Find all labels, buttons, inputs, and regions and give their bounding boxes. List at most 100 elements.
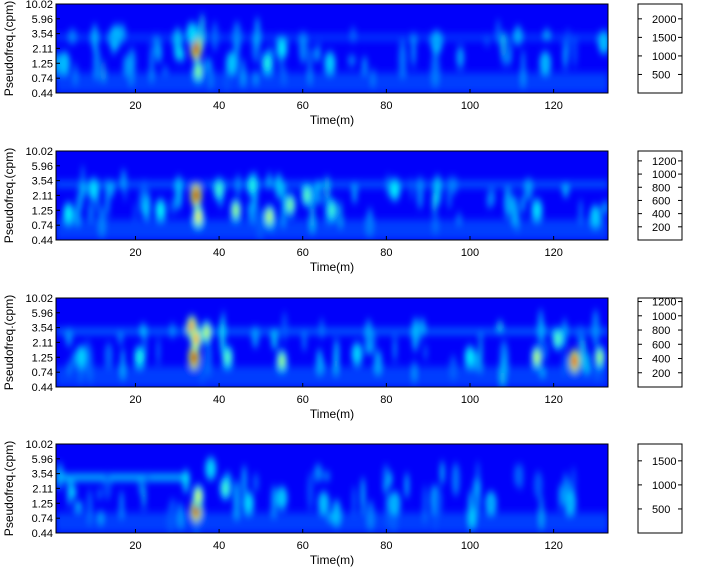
colorbar-tick-label: 2000	[652, 14, 676, 26]
y-axis-label: Pseudofreq.(cpm)	[2, 1, 16, 96]
heatmap-cell	[154, 34, 159, 58]
heatmap-cell	[313, 46, 320, 62]
heatmap-cell	[404, 472, 410, 499]
heatmap-cell	[393, 335, 397, 362]
heatmap-cell	[86, 488, 93, 527]
heatmap-cell	[412, 360, 417, 383]
heatmap-cell	[582, 345, 587, 368]
heatmap-cell	[211, 21, 219, 52]
heatmap-cell	[470, 506, 477, 528]
heatmap-cell	[499, 340, 509, 374]
heatmap-band	[56, 328, 608, 335]
heatmap-cell	[314, 464, 323, 483]
y-tick-label: 5.96	[32, 161, 53, 173]
colorbar-tick-label: 1000	[652, 169, 676, 181]
x-tick-label: 100	[461, 100, 479, 112]
heatmap-cell	[370, 328, 377, 353]
heatmap-cell	[170, 322, 175, 339]
heatmap-spot	[354, 349, 360, 360]
heatmap-cell	[108, 180, 115, 198]
heatmap-spot	[233, 205, 239, 216]
y-tick-label: 5.96	[32, 454, 53, 466]
x-tick-label: 60	[297, 100, 309, 112]
y-tick-label: 2.11	[32, 337, 53, 349]
y-tick-label: 1.25	[32, 352, 53, 364]
heatmap-cell	[133, 202, 137, 224]
heatmap-cell	[121, 168, 125, 192]
heatmap-cell	[275, 173, 283, 200]
heatmap-cell	[478, 333, 483, 373]
heatmap-cell	[327, 512, 335, 523]
colorbar-frame	[637, 150, 683, 241]
heatmap-cell	[561, 352, 569, 376]
heatmap-band	[56, 181, 608, 188]
heatmap-cell	[251, 326, 260, 349]
x-axis-label: Time(m)	[310, 553, 354, 567]
heatmap-cell	[56, 219, 608, 240]
heatmap-cell	[74, 205, 81, 227]
panel-1: 10.02 5.96 3.54 2.11 1.25 0.74 0.44 20 40 60 80 100…	[2, 0, 683, 127]
colorbar-tick-label: 1500	[652, 456, 676, 468]
heatmap-cell	[510, 194, 518, 226]
heatmap-cell	[316, 357, 326, 374]
heatmap-cell	[373, 349, 383, 375]
heatmap-cell	[338, 200, 343, 229]
heatmap-spot	[488, 498, 494, 509]
heatmap-cell	[457, 211, 461, 226]
x-tick-label: 120	[544, 100, 562, 112]
y-axis-label: Pseudofreq.(cpm)	[2, 148, 16, 243]
heatmap-cell	[433, 485, 443, 517]
heatmap-cell	[104, 342, 113, 369]
colorbar-tick-label: 1200	[652, 156, 676, 168]
x-tick-label: 80	[380, 100, 392, 112]
heatmap-cell	[145, 472, 151, 483]
heatmap-cell	[387, 471, 393, 487]
heatmap-cell	[266, 172, 272, 190]
heatmap-spot	[78, 352, 84, 363]
x-tick-label: 60	[297, 247, 309, 259]
heatmap-cell	[562, 184, 569, 198]
heatmap-cell	[513, 25, 523, 46]
heatmap-cell	[87, 201, 95, 223]
heatmap-cell	[254, 17, 260, 49]
heatmap-spot	[597, 352, 603, 363]
heatmap-cell	[97, 510, 104, 525]
heatmap-cell	[422, 484, 427, 525]
x-tick-label: 40	[213, 394, 225, 406]
heatmap-spot	[195, 491, 201, 502]
heatmap-spot	[193, 333, 199, 344]
heatmap-cell	[149, 43, 154, 83]
colorbar-tick-label: 200	[652, 368, 670, 380]
y-axis-label: Pseudofreq.(cpm)	[2, 441, 16, 536]
heatmap-cell	[439, 461, 445, 485]
x-axis-label: Time(m)	[310, 113, 354, 127]
heatmap-cell	[140, 322, 147, 339]
heatmap-cell	[446, 175, 452, 210]
heatmap-cell	[533, 471, 543, 499]
heatmap-cell	[419, 316, 423, 344]
x-tick-label: 20	[129, 540, 141, 552]
heatmap-cell	[166, 504, 176, 533]
heatmap-cell	[456, 46, 465, 69]
heatmap-cell	[521, 49, 525, 89]
heatmap-cell	[103, 472, 112, 501]
heatmap-cell	[232, 21, 242, 53]
heatmap-spot	[229, 58, 235, 69]
heatmap-cell	[252, 472, 259, 493]
heatmap-cell	[79, 182, 87, 199]
heatmap-spot	[216, 184, 222, 195]
heatmap-cell	[361, 56, 368, 76]
heatmap-cell	[308, 46, 312, 86]
heatmap-spot	[250, 180, 256, 191]
heatmap-cell	[141, 179, 148, 199]
heatmap-cell	[578, 199, 583, 225]
panel-3: 10.02 5.96 3.54 2.11 1.25 0.74 0.44 20 40 60 80 100…	[2, 293, 683, 421]
heatmap-spot	[542, 58, 548, 69]
heatmap-cell	[177, 47, 185, 60]
heatmap-spot	[208, 463, 214, 474]
heatmap-cell	[332, 499, 341, 526]
heatmap-spot	[434, 37, 440, 48]
x-tick-label: 120	[544, 540, 562, 552]
heatmap-cell	[382, 464, 390, 493]
